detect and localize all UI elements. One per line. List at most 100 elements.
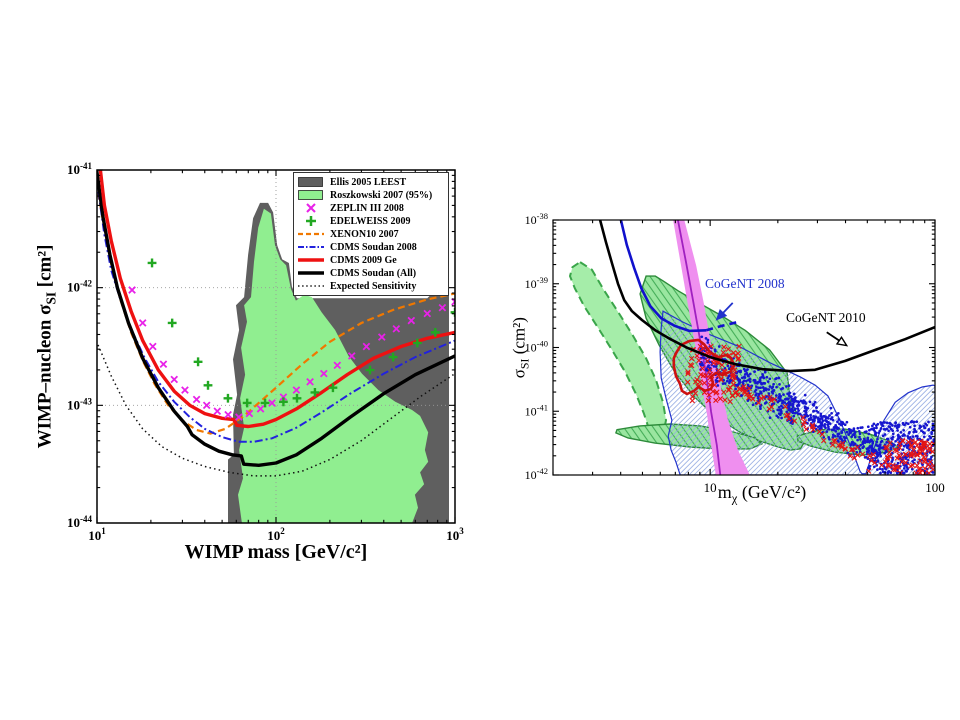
plus-marker xyxy=(147,258,157,268)
scatter-dot xyxy=(902,428,906,432)
scatter-dot xyxy=(908,435,912,439)
x-marker xyxy=(725,346,731,352)
scatter-dot xyxy=(847,427,851,431)
x-marker xyxy=(362,342,371,351)
scatter-dot xyxy=(853,442,857,446)
left-y-label-sub: SI xyxy=(43,291,59,305)
scatter-dot xyxy=(836,432,840,436)
scatter-dot xyxy=(923,431,926,435)
x-marker xyxy=(909,462,916,468)
scatter-dot xyxy=(818,420,821,424)
scatter-dot xyxy=(853,431,857,434)
x-tick-label: 100 xyxy=(925,480,945,495)
scatter-dot xyxy=(865,430,868,433)
scatter-dot xyxy=(746,383,750,387)
scatter-dot xyxy=(829,417,833,421)
scatter-dot xyxy=(789,395,793,399)
x-marker xyxy=(735,356,741,363)
x-marker xyxy=(896,452,902,458)
scatter-dot xyxy=(781,399,785,403)
x-marker xyxy=(746,392,753,398)
scatter-dot xyxy=(754,381,757,385)
scatter-dot xyxy=(726,364,730,368)
scatter-dot xyxy=(751,403,755,407)
scatter-dot xyxy=(743,369,747,373)
scatter-dot xyxy=(896,433,900,437)
plot-series xyxy=(97,170,455,523)
scatter-dot xyxy=(842,428,845,431)
scatter-dot xyxy=(754,388,758,392)
red-band-edge xyxy=(730,381,892,474)
scatter-dot xyxy=(853,435,857,439)
scatter-dot xyxy=(793,408,796,412)
x-marker xyxy=(407,316,416,325)
legend-swatch-patch xyxy=(298,190,323,200)
scatter-dot xyxy=(888,421,891,425)
scatter-dot xyxy=(780,416,783,420)
scatter-dot xyxy=(700,335,704,339)
x-marker xyxy=(701,380,708,386)
scatter-dot xyxy=(753,370,756,373)
legend-item-5: CDMS Soudan 2008 xyxy=(297,241,446,253)
scatter-dot xyxy=(777,405,781,409)
x-marker xyxy=(903,460,909,466)
scatter-dot xyxy=(745,379,748,383)
scatter-dot xyxy=(836,412,840,415)
scatter-dot xyxy=(861,440,865,443)
x-marker xyxy=(922,451,928,457)
x-marker xyxy=(913,452,920,458)
scatter-dot xyxy=(887,429,890,433)
scatter-dot xyxy=(914,434,918,438)
scatter-dot xyxy=(828,437,831,441)
x-marker xyxy=(890,462,896,468)
scatter-dot xyxy=(704,337,708,340)
legend-label: EDELWEISS 2009 xyxy=(330,215,411,227)
scatter-dot xyxy=(715,380,718,384)
scatter-dot xyxy=(845,420,849,424)
scatter-dot xyxy=(887,470,891,473)
x-marker xyxy=(907,450,914,456)
scatter-dot xyxy=(768,385,772,388)
right-x-label-pre: m xyxy=(717,482,732,502)
scatter-dot xyxy=(775,385,778,389)
x-tick-label: 101 xyxy=(88,526,106,543)
x-marker xyxy=(755,400,762,406)
scatter-dot xyxy=(791,402,795,406)
scatter-dot xyxy=(757,386,760,390)
wimp-limits-chart: 101 102 103 10-41 10-42 10-43 10-44 xyxy=(67,161,464,543)
scatter-dot xyxy=(843,423,847,427)
scatter-dot xyxy=(842,435,846,439)
scatter-dot xyxy=(832,428,836,432)
scatter-dot xyxy=(743,373,747,376)
legend-item-1: Roszkowski 2007 (95%) xyxy=(297,189,446,201)
scatter-dot xyxy=(812,420,816,423)
x-marker xyxy=(800,415,806,421)
x-marker xyxy=(791,418,798,424)
scatter-dot xyxy=(804,411,808,414)
cdms-red-contour xyxy=(672,338,736,396)
scatter-dot xyxy=(928,434,931,438)
scatter-dot xyxy=(871,447,875,451)
legend-swatch-dashdot xyxy=(298,246,324,248)
scatter-dot xyxy=(878,467,882,471)
scatter-dot xyxy=(858,432,862,436)
x-marker xyxy=(741,383,747,390)
x-marker xyxy=(730,381,737,388)
legend-label: ZEPLIN III 2008 xyxy=(330,202,404,214)
x-marker xyxy=(707,367,713,374)
scatter-dot xyxy=(885,441,889,444)
y-tick-label: 10-41 xyxy=(67,161,92,177)
x-marker xyxy=(694,353,700,359)
scatter-dot xyxy=(827,425,830,429)
scatter-dot xyxy=(878,450,882,454)
plus-marker xyxy=(388,352,398,362)
scatter-dot xyxy=(792,392,796,396)
scatter-dot xyxy=(886,437,890,441)
scatter-dot xyxy=(728,378,732,382)
x-marker xyxy=(917,450,923,456)
scatter-dot xyxy=(797,409,800,412)
x-marker xyxy=(722,397,728,403)
x-marker xyxy=(902,451,909,458)
scatter-dot xyxy=(879,454,883,458)
legend-box: Ellis 2005 LEEST Roszkowski 2007 (95%) ZEP… xyxy=(293,172,449,296)
